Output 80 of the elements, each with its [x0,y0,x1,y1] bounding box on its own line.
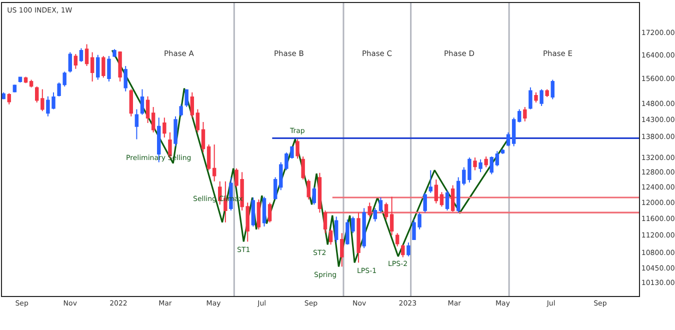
candlestick [118,50,122,82]
candlestick [534,92,538,103]
candlestick [273,176,278,200]
candlestick [323,210,328,234]
candlestick [251,197,256,227]
candlestick [478,158,482,173]
candlestick [296,138,300,160]
candlestick [406,242,410,257]
candlestick [29,79,34,88]
candlestick [140,88,144,116]
candlestick [445,190,450,212]
candlestick [79,48,84,62]
candlestick [102,56,106,78]
candlestick [523,106,527,122]
candlestick [528,86,532,110]
candlestick [162,117,166,138]
candlestick [246,202,250,242]
candlestick [362,208,366,249]
candlestick [74,53,78,70]
candlestick [262,196,266,227]
candlestick [201,121,206,153]
candlestick [545,88,549,98]
candlestick [268,202,272,223]
candlestick [500,148,505,154]
candlestick [134,108,139,140]
candlestick [378,197,383,214]
candlestick [550,79,554,100]
candlestick [129,88,133,117]
candlestick [68,52,72,73]
candlestick [190,92,194,118]
candlestick [384,202,388,220]
candlestick [112,48,116,58]
candlestick [434,179,438,204]
candlestick [196,108,200,133]
candlestick [184,88,188,108]
candlestick [490,156,494,175]
candlestick [256,198,261,230]
candlestick [518,108,522,123]
candlestick [401,244,405,258]
candlestick [179,104,183,117]
candlestick [540,88,544,106]
candlestick [318,172,322,214]
candlestick [35,86,39,103]
candlestick [395,232,400,247]
candlestick [368,202,372,218]
candlestick [124,65,128,92]
candlestick [2,92,6,100]
candlestick [334,216,338,243]
candlestick [306,179,310,200]
candlestick [423,192,427,214]
candlestick [174,116,178,147]
candlestick [340,232,344,268]
candlestick [450,184,455,212]
candlestick [151,106,156,133]
candlestick [107,56,111,82]
candlestick [96,54,100,80]
candlestick [484,156,488,168]
candlestick [440,192,444,208]
candlestick [373,208,378,222]
candlestick [90,52,94,82]
candlestick [506,132,510,147]
candlestick [512,117,516,147]
candlestick [84,44,89,66]
candlestick [7,92,11,105]
candlestick [328,228,333,246]
candlestick [12,84,17,93]
candlestick [428,170,432,194]
candlestick [146,96,150,124]
candlestick [40,88,44,112]
candlestick [301,156,305,180]
candlestick [279,162,283,191]
candlestick [495,150,500,167]
candlestick [206,144,211,171]
candlestick [356,212,360,264]
candlestick [456,176,460,214]
candlestick [390,196,394,236]
candlestick [212,144,216,182]
candlestick [24,76,28,84]
candlestick [473,157,477,171]
candlestick [312,186,316,206]
